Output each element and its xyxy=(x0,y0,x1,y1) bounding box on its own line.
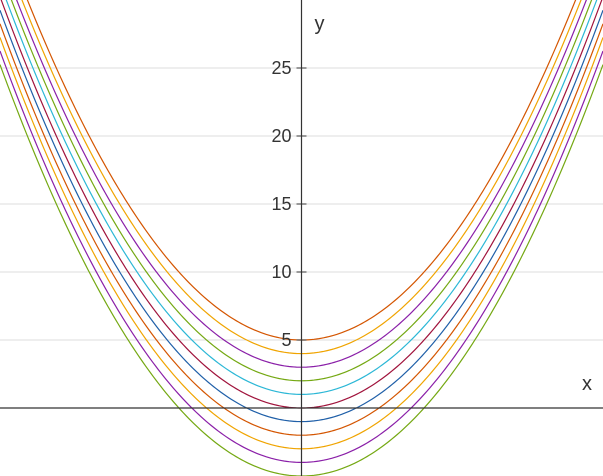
y-tick-label-0: 5 xyxy=(281,330,291,350)
x-axis-label: x xyxy=(582,373,592,395)
y-tick-label-3: 20 xyxy=(271,126,291,146)
y-tick-label-1: 10 xyxy=(271,262,291,282)
y-tick-label-4: 25 xyxy=(271,58,291,78)
y-tick-label-2: 15 xyxy=(271,194,291,214)
series-line-10 xyxy=(0,64,603,476)
y-axis-label: y xyxy=(315,13,325,35)
y-ticks: 5 10 15 20 25 xyxy=(271,58,307,350)
